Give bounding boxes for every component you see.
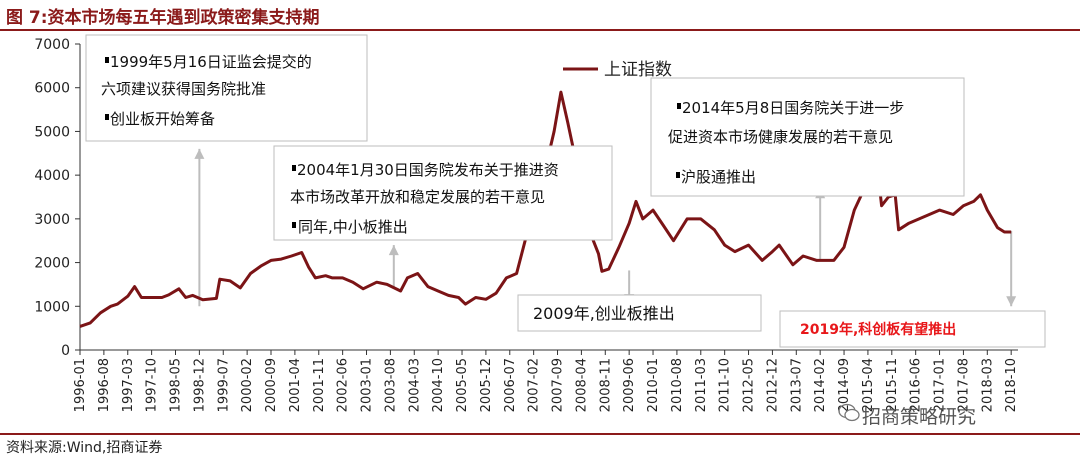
x-tick-label: 2013-07: [789, 358, 804, 412]
y-tick-label: 7000: [34, 37, 70, 53]
source-note: 资料来源:Wind,招商证券: [6, 440, 163, 456]
annotation-text: 2004年1月30日国务院发布关于推进资: [297, 161, 559, 179]
annotation-arrowhead: [1006, 296, 1017, 307]
x-tick-label: 1996-08: [97, 358, 112, 412]
y-tick-label: 2000: [34, 256, 70, 272]
annotation-text: 2009年,创业板推出: [533, 304, 675, 323]
figure-header: 图 7:资本市场每五年遇到政策密集支持期: [0, 0, 1080, 31]
x-tick-label: 2018-03: [980, 358, 995, 412]
bullet-marker: [105, 114, 109, 120]
annotation-text: 沪股通推出: [681, 168, 756, 186]
x-tick-label: 2006-07: [503, 358, 518, 412]
x-tick-label: 2008-11: [598, 358, 613, 412]
x-tick-label: 2004-10: [431, 358, 446, 412]
annotation-text: 本市场改革开放和稳定发展的若干意见: [290, 188, 545, 206]
x-tick-label: 2000-09: [264, 358, 279, 412]
annotation-arrowhead: [194, 148, 205, 159]
annotation-text: 促进资本市场健康发展的若干意见: [668, 128, 893, 146]
wechat-icon: [838, 403, 860, 422]
x-tick-label: 2001-11: [312, 358, 327, 412]
annotation-2014: 2014年5月8日国务院关于进一步 促进资本市场健康发展的若干意见 沪股通推出: [650, 77, 965, 197]
annotation-text-highlight: 2019年,科创板有望推出: [800, 321, 956, 338]
x-tick-label: 2017-01: [933, 358, 948, 412]
bullet-marker: [677, 103, 681, 109]
bullet-marker: [676, 172, 680, 178]
x-tick-label: 1999-07: [216, 358, 231, 412]
x-tick-label: 1996-01: [73, 358, 88, 412]
x-tick-label: 1997-10: [145, 358, 160, 412]
y-tick-label: 5000: [34, 124, 70, 140]
annotation-text: 1999年5月16日证监会提交的: [110, 53, 312, 71]
x-tick-label: 2004-03: [407, 358, 422, 412]
y-tick-label: 4000: [34, 168, 70, 184]
x-tick-label: 2007-02: [527, 358, 542, 412]
annotation-text: 同年,中小板推出: [298, 218, 408, 236]
x-tick-label: 2008-04: [574, 358, 589, 412]
x-tick-label: 2018-10: [1004, 358, 1019, 412]
annotation-2004: 2004年1月30日国务院发布关于推进资 本市场改革开放和稳定发展的若干意见 同…: [273, 145, 613, 241]
footer-rule: [0, 433, 1080, 435]
x-tick-label: 2007-09: [551, 358, 566, 412]
y-tick-label: 6000: [34, 81, 70, 97]
x-tick-label: 1998-05: [169, 358, 184, 412]
x-tick-label: 2011-03: [694, 358, 709, 412]
x-tick-label: 2009-06: [622, 358, 637, 412]
bullet-marker: [292, 165, 296, 171]
x-tick-label: 2017-08: [956, 358, 971, 412]
chart-legend: 上证指数: [563, 60, 672, 80]
figure-title: 图 7:资本市场每五年遇到政策密集支持期: [6, 8, 320, 28]
annotation-text: 2014年5月8日国务院关于进一步: [682, 99, 904, 117]
header-rule: [0, 29, 1080, 31]
annotation-text: 创业板开始筹备: [110, 110, 215, 128]
annotation-2009: 2009年,创业板推出: [517, 294, 762, 332]
x-tick-label: 2011-10: [718, 358, 733, 412]
x-tick-label: 1997-03: [121, 358, 136, 412]
x-tick-label: 2015-04: [861, 358, 876, 412]
x-tick-label: 2010-01: [646, 358, 661, 412]
x-tick-label: 2001-04: [288, 358, 303, 412]
x-tick-label: 2003-08: [383, 358, 398, 412]
annotation-1999: 1999年5月16日证监会提交的 六项建议获得国务院批准 创业板开始筹备: [85, 34, 368, 142]
watermark: 招商策略研究: [862, 406, 977, 428]
bullet-marker: [292, 222, 296, 228]
x-tick-label: 2000-02: [240, 358, 255, 412]
x-tick-label: 2005-05: [455, 358, 470, 412]
y-tick-label: 0: [61, 343, 70, 359]
y-tick-label: 3000: [34, 212, 70, 228]
x-tick-label: 2014-09: [837, 358, 852, 412]
x-tick-label: 2012-05: [742, 358, 757, 412]
x-tick-label: 2014-02: [813, 358, 828, 412]
x-tick-label: 1998-12: [192, 358, 207, 412]
x-axis: 1996-01 1996-08 1997-03 1997-10 1998-05 1998-…: [73, 349, 1019, 412]
y-tick-label: 1000: [34, 299, 70, 315]
bullet-marker: [105, 57, 109, 63]
annotation-2019: 2019年,科创板有望推出: [779, 310, 1046, 348]
annotation-arrowhead: [388, 245, 399, 256]
x-tick-label: 2016-06: [909, 358, 924, 412]
x-tick-label: 2005-12: [479, 358, 494, 412]
x-tick-label: 2012-12: [765, 358, 780, 412]
annotation-text: 六项建议获得国务院批准: [101, 80, 266, 98]
x-tick-label: 2002-06: [336, 358, 351, 412]
y-axis: 0 1000 2000 3000 4000 5000 6000 7000: [34, 37, 81, 359]
x-tick-label: 2003-01: [360, 358, 375, 412]
legend-label: 上证指数: [604, 60, 672, 80]
x-tick-label: 2015-11: [885, 358, 900, 412]
x-tick-label: 2010-08: [670, 358, 685, 412]
